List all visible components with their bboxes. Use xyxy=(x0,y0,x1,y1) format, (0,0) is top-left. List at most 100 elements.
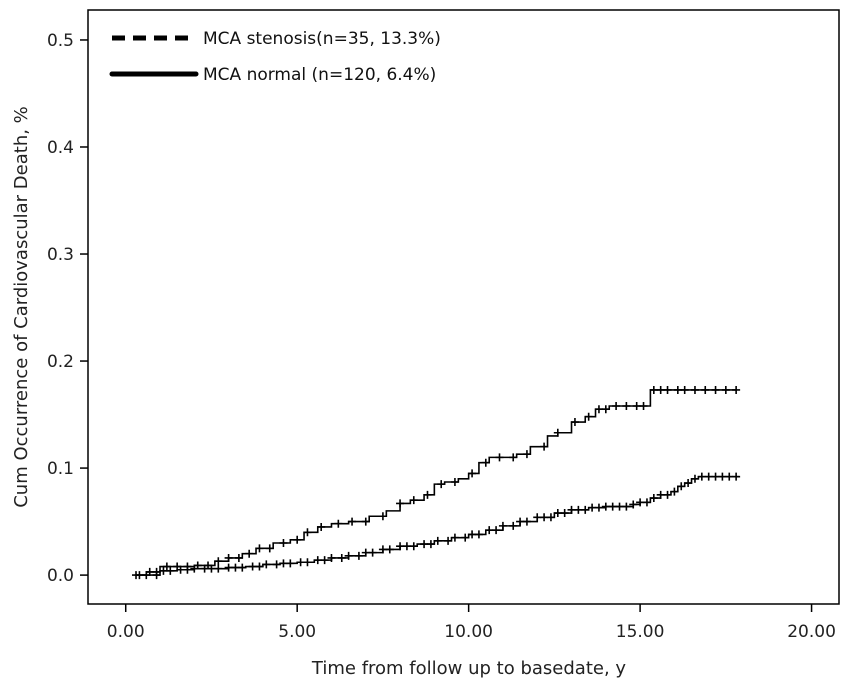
y-tick-label: 0.5 xyxy=(47,31,74,51)
censor-mark xyxy=(265,544,274,553)
y-tick-label: 0.0 xyxy=(47,566,74,586)
censor-mark xyxy=(303,558,312,567)
censor-mark xyxy=(704,472,713,481)
censor-mark xyxy=(725,472,734,481)
censor-mark xyxy=(450,533,459,542)
censor-mark xyxy=(396,542,405,551)
x-tick-label: 0.00 xyxy=(107,622,145,642)
censor-mark xyxy=(214,564,223,573)
censor-mark xyxy=(670,487,679,496)
x-axis-title: Time from follow up to basedate, y xyxy=(311,658,626,679)
censor-mark xyxy=(522,517,531,526)
censor-mark xyxy=(313,556,322,565)
censor-mark xyxy=(279,538,288,547)
censor-mark xyxy=(368,548,377,557)
censor-mark xyxy=(546,513,555,522)
series-line xyxy=(136,475,740,576)
censor-mark xyxy=(649,385,658,394)
censor-mark xyxy=(594,503,603,512)
censor-mark xyxy=(677,482,686,491)
legend-label-mca-stenosis: MCA stenosis(n=35, 13.3%) xyxy=(203,29,441,49)
censor-mark xyxy=(656,385,665,394)
censor-mark xyxy=(378,545,387,554)
censor-mark xyxy=(509,453,518,462)
censor-mark xyxy=(402,542,411,551)
censor-mark xyxy=(409,496,418,505)
censor-mark xyxy=(162,562,171,571)
censor-mark xyxy=(234,553,243,562)
censor-mark xyxy=(426,540,435,549)
censor-mark xyxy=(303,528,312,537)
censor-mark xyxy=(522,450,531,459)
censor-mark xyxy=(673,385,682,394)
censor-mark xyxy=(327,553,336,562)
censor-mark xyxy=(214,557,223,566)
censor-mark xyxy=(680,385,689,394)
censor-mark xyxy=(361,548,370,557)
censor-mark xyxy=(183,565,192,574)
censor-mark xyxy=(159,566,168,575)
censor-mark xyxy=(594,405,603,414)
censor-mark xyxy=(409,542,418,551)
x-tick-label: 15.00 xyxy=(616,622,665,642)
series-mca-stenosis xyxy=(132,385,741,580)
x-tick-label: 10.00 xyxy=(444,622,493,642)
censor-mark xyxy=(632,402,641,410)
censor-mark xyxy=(135,571,144,580)
censor-mark xyxy=(468,530,477,539)
censor-mark xyxy=(495,453,504,462)
censor-mark xyxy=(354,551,363,560)
legend-item-mca-stenosis: MCA stenosis(n=35, 13.3%) xyxy=(112,29,441,49)
censor-mark xyxy=(320,556,329,565)
censor-mark xyxy=(601,405,610,414)
censor-mark xyxy=(420,540,429,549)
censor-mark xyxy=(272,560,281,569)
censor-mark xyxy=(152,567,161,576)
x-axis: 0.00 5.00 10.00 15.00 20.00 xyxy=(107,604,836,642)
censor-mark xyxy=(498,521,507,530)
censor-mark xyxy=(639,402,648,410)
censor-mark xyxy=(262,560,271,569)
x-tick-label: 5.00 xyxy=(278,622,316,642)
censor-mark xyxy=(540,442,549,451)
censor-mark xyxy=(608,502,617,511)
censor-mark xyxy=(553,509,562,518)
censor-mark xyxy=(296,558,305,567)
censor-mark xyxy=(570,418,579,427)
censor-mark xyxy=(293,535,302,544)
censor-mark xyxy=(423,490,432,499)
legend-label-mca-normal: MCA normal (n=120, 6.4%) xyxy=(203,65,436,85)
censor-mark xyxy=(337,553,346,562)
censor-mark xyxy=(433,536,442,545)
censor-mark xyxy=(245,549,254,558)
censor-mark xyxy=(615,502,624,511)
censor-mark xyxy=(540,513,549,522)
y-tick-label: 0.2 xyxy=(47,352,74,372)
y-tick-label: 0.4 xyxy=(47,138,74,158)
censor-mark xyxy=(612,402,621,410)
censor-mark xyxy=(450,477,459,486)
censor-mark xyxy=(224,563,233,572)
censor-mark xyxy=(200,564,209,573)
censor-mark xyxy=(622,502,631,511)
censor-mark xyxy=(711,472,720,481)
censor-mark xyxy=(701,385,710,394)
censor-mark xyxy=(732,472,741,481)
censor-mark xyxy=(636,498,645,507)
censor-mark xyxy=(190,564,199,573)
censor-mark xyxy=(166,566,175,575)
censor-mark xyxy=(231,563,240,572)
censor-mark xyxy=(560,509,569,518)
censor-mark xyxy=(732,385,741,394)
censor-mark xyxy=(145,567,154,576)
censor-mark xyxy=(697,472,706,481)
legend: MCA stenosis(n=35, 13.3%) MCA normal (n=… xyxy=(109,29,441,85)
legend-item-mca-normal: MCA normal (n=120, 6.4%) xyxy=(109,65,436,85)
censor-mark xyxy=(437,480,446,489)
censor-mark xyxy=(344,551,353,560)
censor-mark xyxy=(663,385,672,394)
y-tick-label: 0.3 xyxy=(47,245,74,265)
censor-mark xyxy=(334,519,343,528)
censor-mark xyxy=(238,563,247,572)
